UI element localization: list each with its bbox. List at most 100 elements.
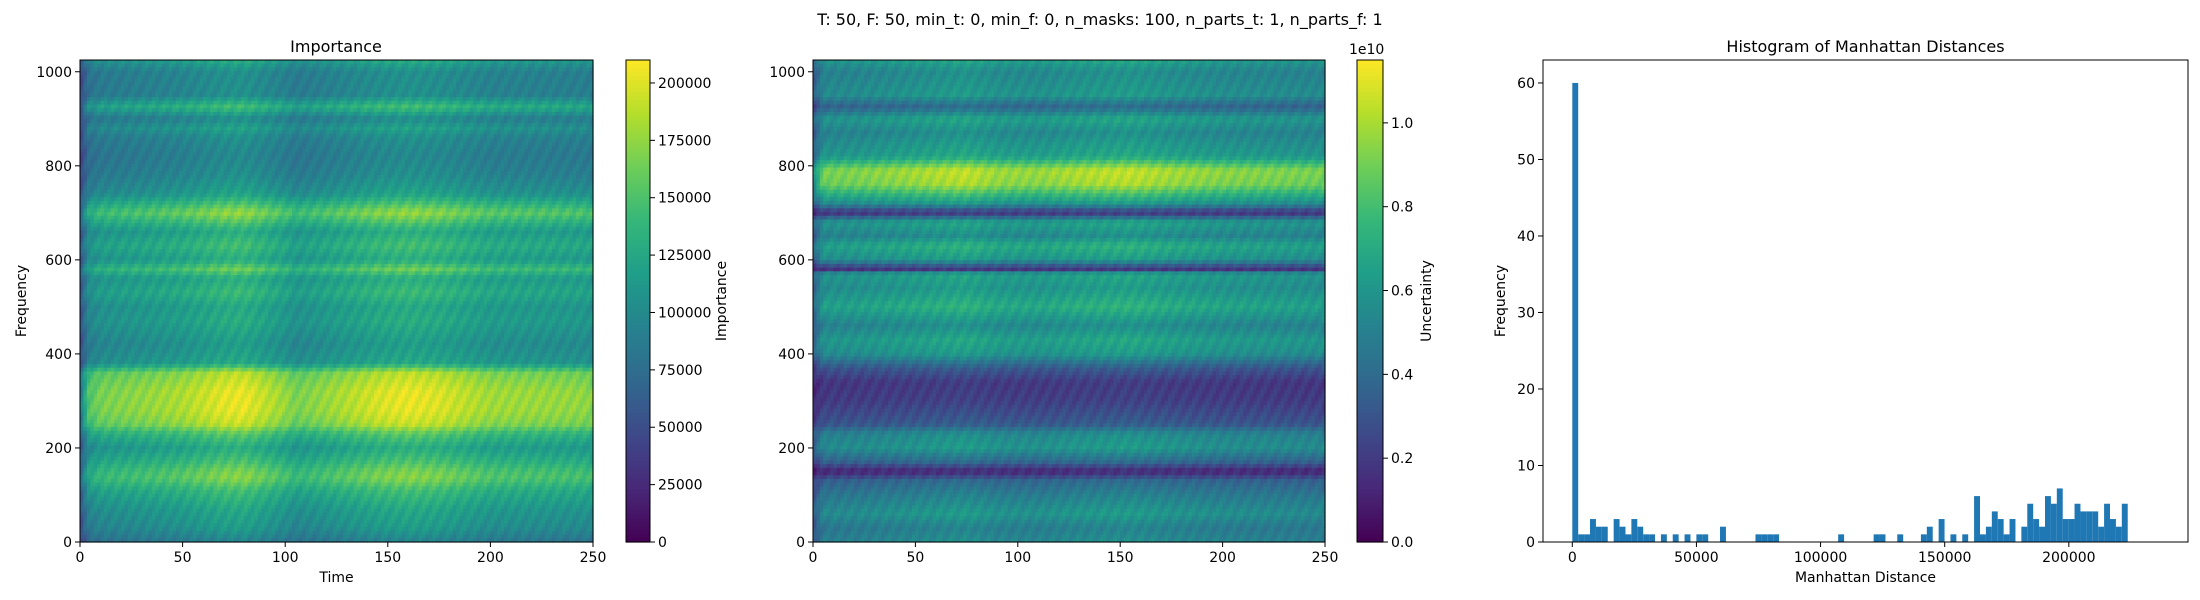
heatmap-cell [152,112,156,116]
heatmap-cell [220,82,224,86]
heatmap-cell [302,90,306,94]
heatmap-cell [480,108,484,112]
heatmap-cell [244,130,248,134]
heatmap-cell [241,86,245,90]
heatmap-cell [429,60,433,64]
heatmap-cell [261,127,265,131]
heatmap-cell [272,79,276,83]
heatmap-cell [316,108,320,112]
heatmap-cell [436,104,440,108]
heatmap-cell [477,108,481,112]
heatmap-cell [504,104,508,108]
heatmap-cell [94,93,98,97]
heatmap-cell [313,119,317,123]
importance-panel: 0 50 100 150 200 25002004006008001000Importan… [14,37,730,586]
heatmap-cell [501,116,505,120]
heatmap-cell [244,67,248,71]
heatmap-cell [289,101,293,105]
heatmap-cell [504,75,508,79]
heatmap-cell [357,82,361,86]
heatmap-cell [313,97,317,101]
heatmap-cell [148,75,152,79]
heatmap-cell [189,82,193,86]
heatmap-cell [357,123,361,127]
heatmap-cell [227,123,231,127]
heatmap-cell [378,93,382,97]
heatmap-cell [128,123,132,127]
heatmap-cell [237,116,241,120]
heatmap-cell [566,82,570,86]
heatmap-cell [330,112,334,116]
heatmap-cell [552,75,556,79]
heatmap-cell [453,119,457,123]
heatmap-cell [412,119,416,123]
heatmap-cell [398,127,402,131]
heatmap-cell [552,116,556,120]
heatmap-cell [189,116,193,120]
heatmap-cell [237,119,241,123]
heatmap-cell [514,116,518,120]
heatmap-cell [203,71,207,75]
heatmap-cell [401,108,405,112]
heatmap-cell [340,123,344,127]
heatmap-cell [111,134,115,138]
heatmap-cell [138,67,142,71]
heatmap-cell [265,90,269,94]
heatmap-cell [490,123,494,127]
heatmap-cell [480,112,484,116]
heatmap-cell [213,112,217,116]
heatmap-cell [453,90,457,94]
heatmap-cell [241,127,245,131]
heatmap-cell [148,112,152,116]
heatmap-cell [193,86,197,90]
heatmap-cell [213,60,217,64]
heatmap-cell [172,60,176,64]
heatmap-cell [111,97,115,101]
heatmap-cell [555,67,559,71]
heatmap-cell [159,104,163,108]
heatmap-cell [87,112,91,116]
heatmap-cell [234,82,238,86]
heatmap-cell [200,90,204,94]
heatmap-cell [83,119,87,123]
heatmap-cell [169,71,173,75]
heatmap-cell [224,112,228,116]
heatmap-cell [569,130,573,134]
heatmap-cell [285,127,289,131]
heatmap-cell [282,75,286,79]
heatmap-cell [419,123,423,127]
heatmap-cell [227,112,231,116]
heatmap-cell [446,101,450,105]
heatmap-cell [391,64,395,68]
heatmap-cell [155,82,159,86]
heatmap-cell [425,112,429,116]
heatmap-cell [241,90,245,94]
heatmap-cell [275,97,279,101]
heatmap-cell [436,130,440,134]
heatmap-cell [422,93,426,97]
heatmap-cell [487,123,491,127]
heatmap-cell [559,101,563,105]
heatmap-cell [463,60,467,64]
heatmap-cell [429,108,433,112]
heatmap-cell [395,97,399,101]
heatmap-cell [289,93,293,97]
heatmap-cell [80,90,84,94]
heatmap-cell [285,112,289,116]
heatmap-cell [415,67,419,71]
heatmap-cell [80,71,84,75]
heatmap-cell [572,82,576,86]
heatmap-cell [145,97,149,101]
heatmap-cell [490,67,494,71]
heatmap-cell [439,75,443,79]
heatmap-cell [484,93,488,97]
heatmap-cell [466,101,470,105]
heatmap-cell [210,82,214,86]
heatmap-cell [176,60,180,64]
heatmap-cell [466,112,470,116]
heatmap-cell [330,101,334,105]
heatmap-cell [381,101,385,105]
heatmap-cell [220,104,224,108]
heatmap-cell [83,64,87,68]
heatmap-cell [477,130,481,134]
